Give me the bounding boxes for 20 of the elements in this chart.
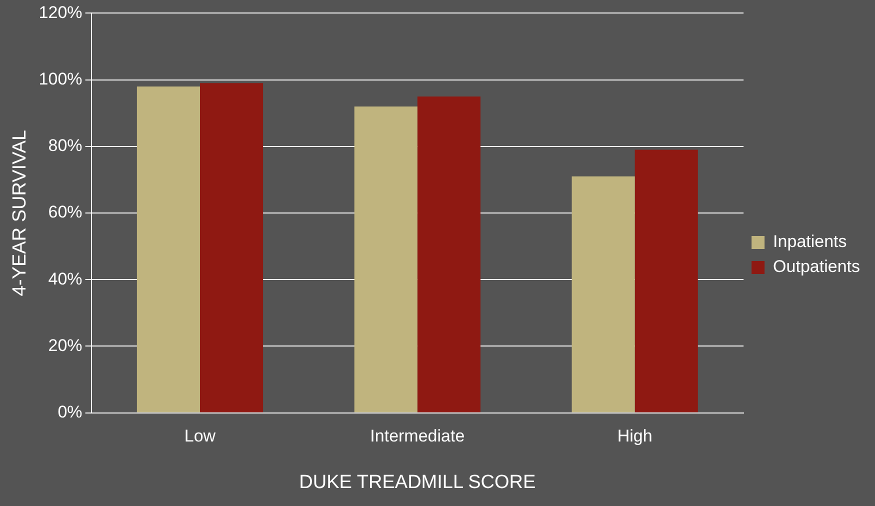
bar [572,176,635,412]
bar [136,86,200,412]
legend-label: Inpatients [773,232,847,252]
bar [354,106,418,412]
x-tick-label: Low [184,426,216,446]
y-tick-label: 100% [38,69,82,88]
y-tick-label: 80% [48,136,82,156]
y-axis-title: 4-YEAR SURVIVAL [10,130,31,296]
y-tick-label: 40% [48,269,82,288]
bar [417,96,480,412]
x-tick-label: High [617,426,652,446]
y-tick-label: 0% [58,402,82,422]
bar [200,83,264,412]
x-axis-title: DUKE TREADMILL SCORE [299,472,536,493]
legend-label: Outpatients [773,257,860,276]
bar [634,150,698,412]
x-tick-label: Intermediate [370,426,465,446]
y-tick-label: 20% [48,336,82,355]
y-tick-label: 120% [38,2,82,22]
y-tick-label: 60% [48,202,82,222]
